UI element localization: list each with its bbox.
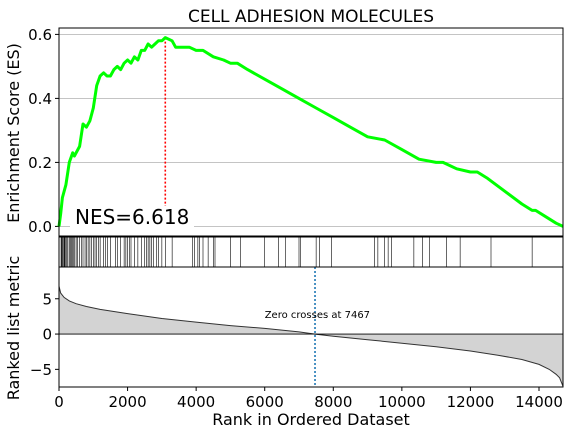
zero-cross-label: Zero crosses at 7467	[265, 310, 370, 321]
x-tick-label: 0	[54, 393, 64, 411]
es-y-axis-label: Enrichment Score (ES)	[4, 43, 23, 223]
x-tick-label: 4000	[177, 393, 215, 411]
x-tick-label: 6000	[246, 393, 284, 411]
ranked-metric-fill	[59, 286, 563, 387]
es-curve	[57, 36, 564, 228]
es-tick-label: 0.0	[28, 218, 52, 236]
ranked-tick-label: 5	[42, 290, 52, 308]
nes-label: NES=6.618	[75, 205, 189, 229]
es-tick-label: 0.4	[28, 90, 52, 108]
gene-hits-panel	[58, 236, 564, 268]
ranked-y-axis-label: Ranked list metric	[4, 256, 23, 401]
x-tick-label: 14000	[515, 393, 563, 411]
ranked-metric-panel: Zero crosses at 7467 −5 0 5	[30, 266, 564, 388]
es-panel-frame	[58, 27, 564, 237]
x-tick-label: 2000	[108, 393, 146, 411]
ranked-tick-label: 0	[42, 326, 52, 344]
es-tick-label: 0.2	[28, 154, 52, 172]
chart-title: CELL ADHESION MOLECULES	[188, 7, 434, 27]
x-tick-label: 10000	[378, 393, 426, 411]
enrichment-score-panel: 0.0 0.2 0.4 0.6 NES=6.618	[28, 26, 564, 237]
x-axis: 0 2000 4000 6000 8000 10000 12000 14000	[54, 387, 563, 411]
x-tick-label: 8000	[314, 393, 352, 411]
es-tick-label: 0.6	[28, 26, 52, 44]
nes-label-bg	[70, 206, 194, 230]
x-axis-label: Rank in Ordered Dataset	[212, 410, 410, 429]
x-tick-label: 12000	[447, 393, 495, 411]
ranked-tick-label: −5	[30, 361, 52, 379]
ranked-panel-frame	[58, 266, 564, 388]
